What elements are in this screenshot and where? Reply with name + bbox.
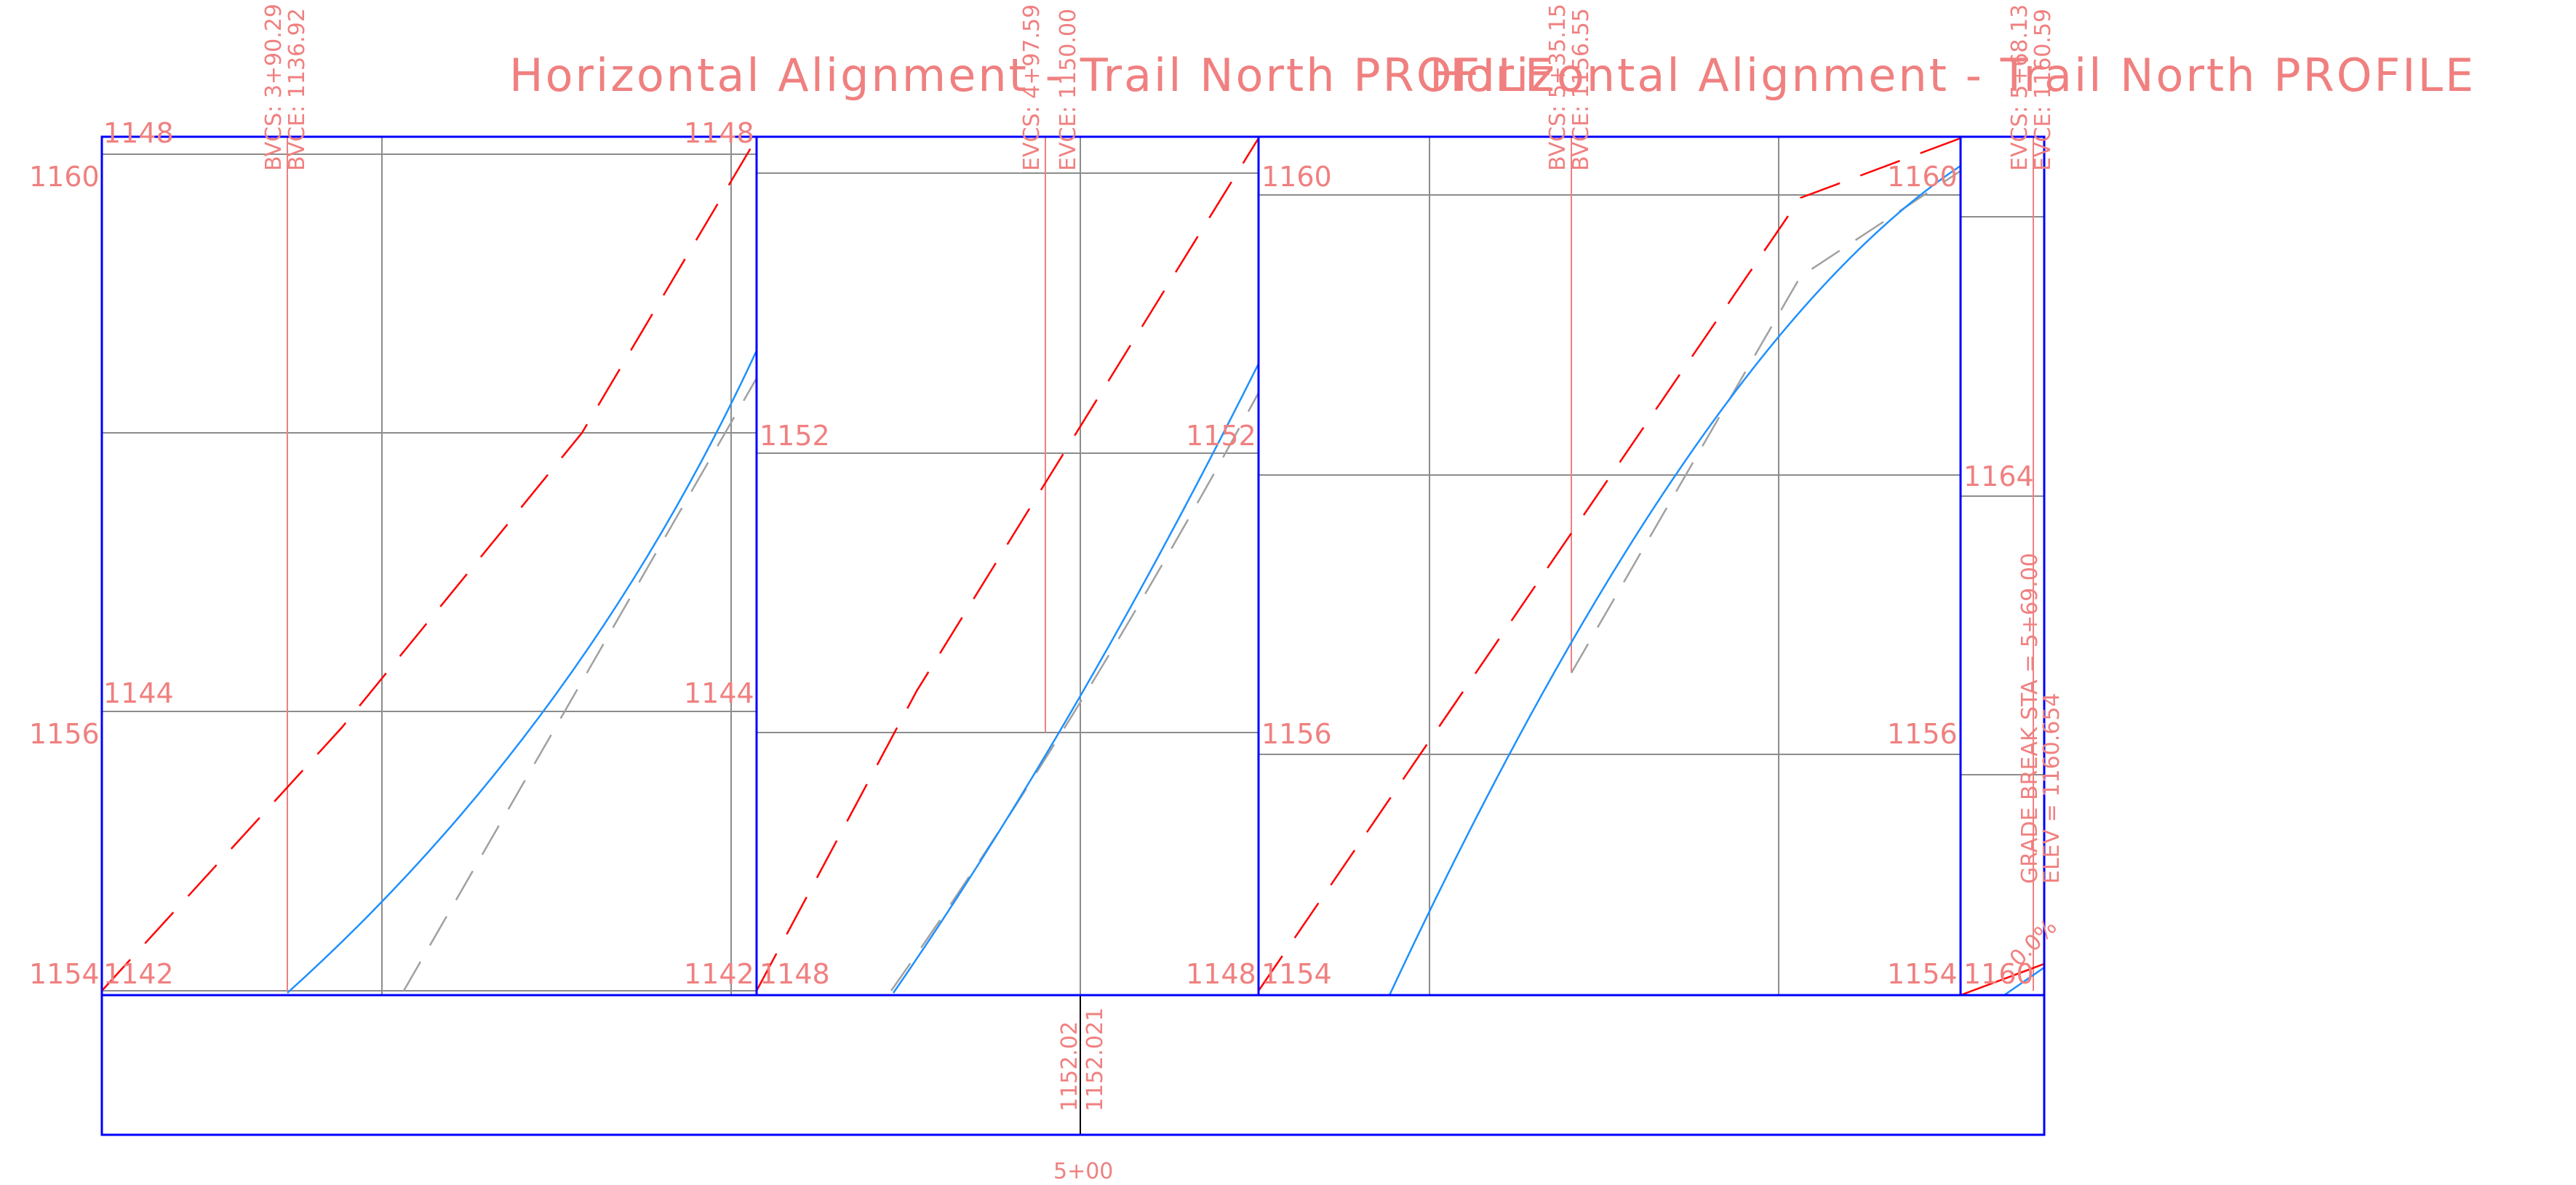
frames (100, 135, 2046, 1136)
elevation-label: 1144 (684, 677, 754, 709)
profile-title: Horizontal Alignment - Trail North PROFI… (1429, 49, 2476, 102)
bottom-band-frame (100, 994, 2046, 1136)
annotation-lines (287, 137, 2034, 991)
existing-ground-segment (755, 137, 1260, 992)
elevation-label: 1154 (1261, 958, 1332, 990)
bvce-annotation: BVCE: 1136.92 (284, 8, 310, 171)
proposed-profile-lines (402, 169, 1961, 992)
elevation-label: 1142 (684, 958, 754, 990)
proposed-profile-segment (1570, 169, 1961, 674)
profile-curves (287, 164, 1961, 996)
proposed-profile-tail (2003, 966, 2045, 997)
panel-frame-3 (1257, 135, 1962, 997)
elevation-label: 1154 (29, 958, 100, 990)
elevation-label: 1148 (103, 117, 174, 149)
elevation-label: 1160 (1261, 161, 1332, 193)
panel-frame-1 (100, 135, 758, 997)
bvcs-annotation: BVCS: 3+90.29 (261, 4, 287, 171)
elevation-label: 1160 (1887, 161, 1958, 193)
elevation-label: 1154 (1887, 958, 1958, 990)
evcs-annotation: EVCS: 4+97.59 (1019, 4, 1045, 171)
elevation-label: 1144 (103, 677, 174, 709)
bvcs-annotation: BVCS: 5+35.15 (1545, 4, 1571, 171)
panel-frame-2 (755, 135, 1260, 997)
existing-ground-lines (101, 137, 1961, 992)
elevation-label: 1156 (29, 718, 100, 750)
existing-ground-segment (101, 137, 758, 992)
elevation-label: 1160 (1963, 958, 2034, 990)
elevation-label: 1152 (1186, 420, 1256, 452)
evce-annotation: EVCE: 1150.00 (1056, 9, 1081, 171)
elevation-label: 1160 (29, 161, 100, 193)
proposed-profile-segment (890, 392, 1260, 992)
elevation-label: 1164 (1963, 460, 2034, 492)
bvce-annotation: BVCE: 1156.55 (1568, 8, 1594, 171)
bottom-elevation-value: 1152.02 (1057, 1021, 1082, 1112)
elevation-label: 1152 (759, 420, 830, 452)
existing-ground-tail (1960, 962, 2045, 997)
grade-break-station: GRADE BREAK STA = 5+69.00 (2017, 553, 2043, 884)
profile-curve (287, 350, 758, 994)
existing-ground-segment (1257, 137, 1961, 992)
proposed-profile-segment (402, 378, 758, 992)
evcs-annotation: EVCS: 5+68.13 (2007, 4, 2033, 171)
profile-curve (892, 363, 1260, 994)
station-label: 5+00 (1053, 1159, 1113, 1184)
grid-lines (102, 137, 2044, 1135)
elevation-label: 1142 (103, 958, 174, 990)
bottom-elevation-value: 1152.021 (1082, 1008, 1108, 1112)
elevation-label: 1156 (1887, 718, 1958, 750)
elevation-label: 1148 (1186, 958, 1256, 990)
elevation-label: 1156 (1261, 718, 1332, 750)
elevation-label: 1148 (759, 958, 830, 990)
profile-curve (1388, 164, 1961, 996)
grade-break-elevation: ELEV = 1160.654 (2039, 693, 2065, 885)
evce-annotation: EVCE: 1160.59 (2030, 9, 2056, 171)
elevation-label: 1148 (684, 117, 754, 149)
profile-title: Horizontal Alignment - Trail North PROFI… (509, 49, 1555, 102)
